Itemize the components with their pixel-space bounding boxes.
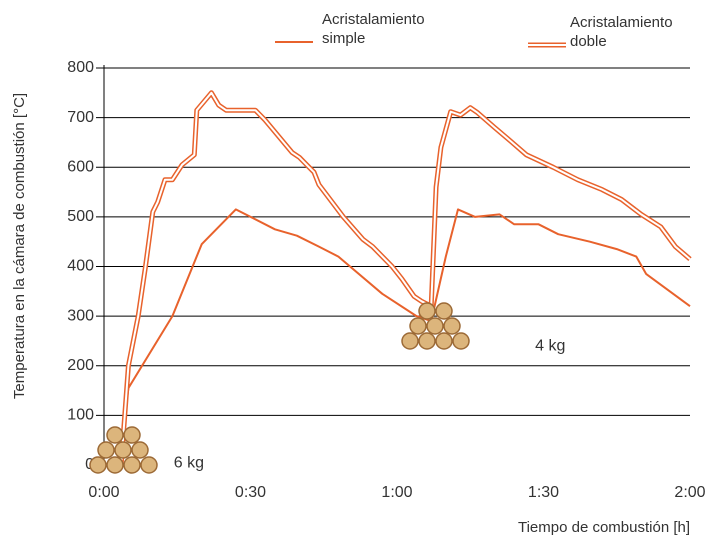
y-tick-label: 400 bbox=[67, 258, 94, 275]
chart: Tiempo de combustión [h] Temperatura en … bbox=[0, 0, 714, 540]
x-tick-label: 1:30 bbox=[528, 484, 559, 501]
y-tick-label: 100 bbox=[67, 407, 94, 424]
legend-label: Acristalamiento doble bbox=[570, 13, 710, 51]
y-axis-label: Temperatura en la cámara de combustión [… bbox=[11, 93, 28, 399]
y-tick-label: 200 bbox=[67, 357, 94, 374]
annotation: 4 kg bbox=[535, 338, 565, 355]
y-tick-label: 500 bbox=[67, 208, 94, 225]
line-double bbox=[121, 93, 690, 465]
line-double-inner bbox=[121, 93, 690, 465]
x-tick-label: 0:00 bbox=[88, 484, 119, 501]
x-axis-label: Tiempo de combustión [h] bbox=[518, 519, 690, 536]
y-tick-label: 300 bbox=[67, 307, 94, 324]
x-tick-label: 2:00 bbox=[674, 484, 705, 501]
y-tick-label: 800 bbox=[67, 59, 94, 76]
x-tick-label: 1:00 bbox=[381, 484, 412, 501]
lines bbox=[119, 93, 690, 465]
annotation: 6 kg bbox=[174, 454, 204, 471]
legend-label: Acristalamiento simple bbox=[322, 10, 462, 48]
annotations: 6 kg 4 kg bbox=[174, 338, 566, 472]
log-pile bbox=[90, 427, 157, 473]
page: Tiempo de combustión [h] Temperatura en … bbox=[0, 0, 714, 540]
y-tick-label: 600 bbox=[67, 158, 94, 175]
y-tick-label: 700 bbox=[67, 109, 94, 126]
grid: 01002003004005006007008000:000:301:001:3… bbox=[67, 59, 705, 501]
log-pile bbox=[402, 303, 469, 349]
x-tick-label: 0:30 bbox=[235, 484, 266, 501]
